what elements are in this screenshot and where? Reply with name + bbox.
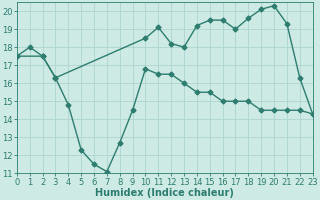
X-axis label: Humidex (Indice chaleur): Humidex (Indice chaleur) [95, 188, 234, 198]
